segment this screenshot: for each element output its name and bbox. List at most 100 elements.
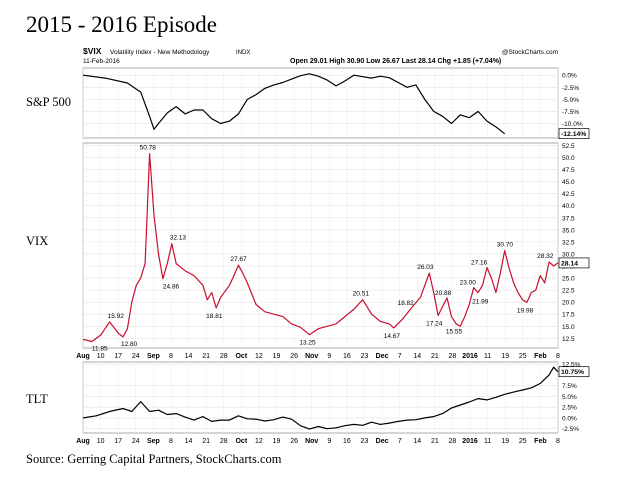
x-tick-label: 8 bbox=[169, 353, 173, 360]
x-tick-label: 9 bbox=[327, 438, 331, 445]
y-tick-label: -2.5% bbox=[562, 85, 579, 92]
x-tick-label: 2016 bbox=[462, 438, 478, 445]
y-tick-label: 47.5 bbox=[562, 167, 575, 174]
x-tick-label: 10 bbox=[97, 438, 105, 445]
x-tick-label: 11 bbox=[484, 438, 491, 445]
last-value-box bbox=[558, 257, 590, 269]
last-value-label: -12.14% bbox=[561, 131, 586, 138]
vix-data-label: 14.67 bbox=[384, 333, 401, 340]
y-tick-label: 5.0% bbox=[562, 394, 577, 401]
source-caption: Source: Gerring Capital Partners, StockC… bbox=[26, 452, 282, 466]
last-value-box bbox=[558, 128, 590, 140]
x-tick-label: 24 bbox=[132, 353, 140, 360]
vix-data-label: 15.55 bbox=[446, 329, 463, 336]
x-tick-label: 17 bbox=[114, 353, 122, 360]
x-tick-label: 23 bbox=[361, 353, 369, 360]
vix-data-label: 15.92 bbox=[108, 313, 125, 320]
y-tick-label: 52.5 bbox=[562, 143, 575, 150]
x-tick-label: 23 bbox=[361, 438, 369, 445]
tlt-side-label: TLT bbox=[26, 392, 48, 406]
y-tick-label: 50.0 bbox=[562, 155, 575, 162]
x-tick-label: Oct bbox=[235, 353, 247, 360]
x-tick-label: 26 bbox=[290, 353, 298, 360]
chart-date: 11-Feb-2016 bbox=[83, 58, 120, 65]
vix-data-label: 21.99 bbox=[472, 299, 489, 306]
y-tick-label: 12.5% bbox=[562, 362, 581, 369]
vix-data-label: 19.98 bbox=[517, 307, 534, 314]
y-tick-label: -10.0% bbox=[562, 121, 583, 128]
last-value-label: 10.75% bbox=[561, 369, 584, 376]
x-tick-label: 8 bbox=[169, 438, 173, 445]
x-tick-label: Oct bbox=[235, 438, 247, 445]
x-tick-label: 7 bbox=[398, 353, 402, 360]
x-tick-label: 28 bbox=[220, 438, 228, 445]
vix-data-label: 50.78 bbox=[140, 145, 157, 152]
x-tick-label: 2016 bbox=[462, 353, 478, 360]
x-tick-label: 14 bbox=[185, 438, 193, 445]
y-tick-label: 25.0 bbox=[562, 276, 575, 283]
x-tick-label: 25 bbox=[519, 438, 527, 445]
x-tick-label: 28 bbox=[220, 353, 228, 360]
y-tick-label: 42.5 bbox=[562, 191, 575, 198]
y-tick-label: 45.0 bbox=[562, 179, 575, 186]
x-tick-label: 19 bbox=[501, 438, 509, 445]
x-tick-label: 28 bbox=[449, 438, 457, 445]
vix-data-label: 28.32 bbox=[537, 253, 554, 260]
x-tick-label: Sep bbox=[147, 438, 160, 445]
x-tick-label: 21 bbox=[431, 438, 439, 445]
vix-data-label: 12.80 bbox=[121, 341, 138, 348]
x-tick-label: 26 bbox=[290, 438, 298, 445]
vix-data-label: 24.86 bbox=[163, 284, 180, 291]
vix-data-label: 32.13 bbox=[170, 235, 187, 242]
y-tick-label: 20.0 bbox=[562, 300, 575, 307]
y-tick-label: 35.0 bbox=[562, 227, 575, 234]
y-tick-label: 2.5% bbox=[562, 405, 577, 412]
series-line-0 bbox=[82, 73, 506, 135]
y-tick-label: 37.5 bbox=[562, 215, 575, 222]
vix-side-label: VIX bbox=[26, 234, 49, 248]
y-tick-label: -5.0% bbox=[562, 97, 579, 104]
x-tick-label: Feb bbox=[534, 353, 546, 360]
x-tick-label: Dec bbox=[376, 353, 389, 360]
y-tick-label: 32.5 bbox=[562, 239, 575, 246]
vix-data-label: 18.81 bbox=[206, 313, 223, 320]
vix-data-label: 18.82 bbox=[398, 300, 415, 307]
x-tick-label: 9 bbox=[327, 353, 331, 360]
x-tick-label: Feb bbox=[534, 438, 546, 445]
x-tick-label: Nov bbox=[305, 438, 318, 445]
x-tick-label: Nov bbox=[305, 353, 318, 360]
x-tick-label: 25 bbox=[519, 353, 527, 360]
x-tick-label: 8 bbox=[556, 438, 560, 445]
x-tick-label: 19 bbox=[273, 353, 281, 360]
x-tick-label: 21 bbox=[202, 438, 210, 445]
panel-frame-2 bbox=[82, 361, 559, 434]
vix-data-label: 20.88 bbox=[435, 290, 452, 297]
y-tick-label: 12.5 bbox=[562, 336, 575, 343]
vix-data-label: 27.67 bbox=[230, 256, 247, 263]
x-tick-label: Aug bbox=[76, 353, 90, 360]
x-tick-label: Aug bbox=[76, 438, 90, 445]
x-tick-label: 16 bbox=[343, 353, 351, 360]
y-tick-label: -7.5% bbox=[562, 109, 579, 116]
series-line-1 bbox=[82, 153, 559, 343]
y-tick-label: 15.0 bbox=[562, 324, 575, 331]
chart-symbol: $VIX bbox=[83, 46, 102, 56]
x-tick-label: 21 bbox=[202, 353, 210, 360]
x-tick-label: 14 bbox=[413, 353, 421, 360]
vix-data-label: 30.70 bbox=[497, 242, 514, 249]
vix-data-label: 27.16 bbox=[471, 260, 488, 267]
chart-quote: Open 29.01 High 30.90 Low 26.67 Last 28.… bbox=[290, 58, 501, 65]
x-tick-label: 8 bbox=[556, 353, 560, 360]
x-tick-label: 24 bbox=[132, 438, 140, 445]
vix-data-label: 17.24 bbox=[426, 320, 443, 327]
y-tick-label: 7.5% bbox=[562, 383, 577, 390]
x-tick-label: 17 bbox=[114, 438, 122, 445]
x-tick-label: 12 bbox=[255, 353, 263, 360]
vix-data-label: 23.00 bbox=[460, 280, 477, 287]
chart-exchange: INDX bbox=[236, 50, 250, 56]
x-tick-label: 14 bbox=[185, 353, 193, 360]
x-tick-label: Sep bbox=[147, 353, 160, 360]
x-tick-label: 7 bbox=[398, 438, 402, 445]
x-tick-label: 14 bbox=[413, 438, 421, 445]
chart-name: Volatility Index - New Methodology bbox=[110, 49, 210, 56]
